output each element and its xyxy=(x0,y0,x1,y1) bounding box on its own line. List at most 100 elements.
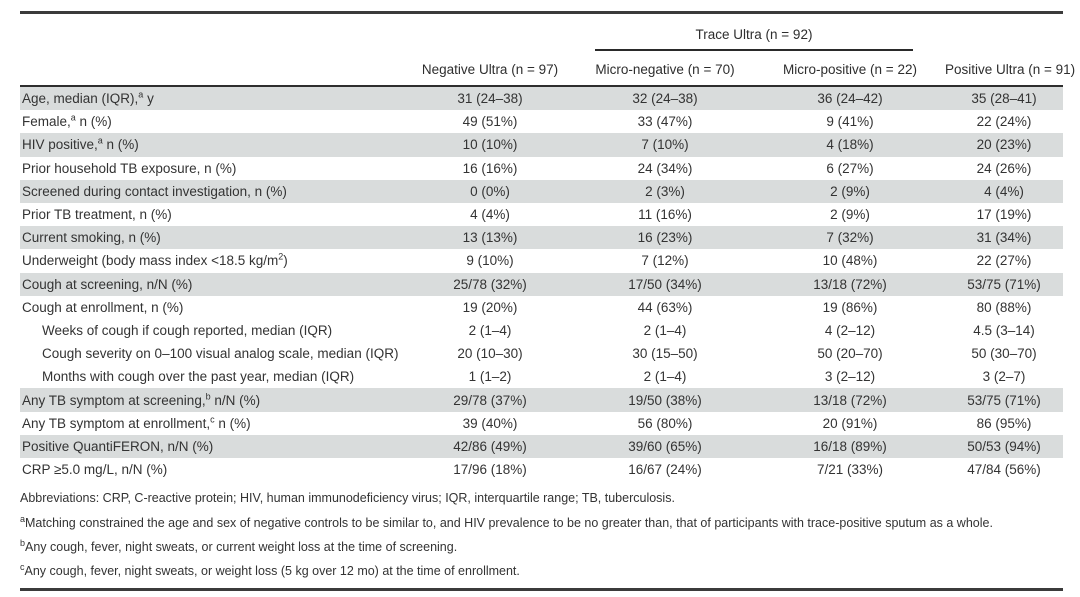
cell-positive-ultra: 35 (28–41) xyxy=(971,91,1037,107)
row-label: CRP ≥5.0 mg/L, n/N (%) xyxy=(22,462,168,478)
table-row: Months with cough over the past year, me… xyxy=(20,365,1063,388)
cell-micro-positive: 6 (27%) xyxy=(826,160,874,176)
cell-micro-negative: 2 (1–4) xyxy=(643,369,687,385)
cell-positive-ultra: 3 (2–7) xyxy=(982,369,1026,385)
study-characteristics-table: Trace Ultra (n = 92) Negative Ultra (n =… xyxy=(20,11,1076,592)
row-label: Weeks of cough if cough reported, median… xyxy=(42,322,333,338)
table-row: Any TB symptom at enrollment,c n (%) 39 … xyxy=(20,412,1063,435)
cell-micro-positive: 36 (24–42) xyxy=(817,91,883,107)
cell-micro-positive: 16/18 (89%) xyxy=(813,438,887,454)
footnotes: Abbreviations: CRP, C-reactive protein; … xyxy=(20,491,1063,578)
group-header-row: Trace Ultra (n = 92) xyxy=(20,14,1063,51)
row-label: Positive QuantiFERON, n/N (%) xyxy=(22,438,214,454)
cell-negative-ultra: 0 (0%) xyxy=(470,183,510,199)
row-label: Any TB symptom at screening,b n/N (%) xyxy=(22,391,261,408)
cell-micro-negative: 16 (23%) xyxy=(637,230,693,246)
cell-negative-ultra: 4 (4%) xyxy=(470,207,510,223)
table-row: Prior TB treatment, n (%) 4 (4%) 11 (16%… xyxy=(20,203,1063,226)
cell-negative-ultra: 2 (1–4) xyxy=(468,322,512,338)
figure-bottom-rule xyxy=(20,588,1063,592)
cell-negative-ultra: 16 (16%) xyxy=(462,160,518,176)
cell-micro-negative: 30 (15–50) xyxy=(632,346,698,362)
cell-positive-ultra: 17 (19%) xyxy=(976,207,1032,223)
row-label: Current smoking, n (%) xyxy=(22,230,161,246)
table-row: Screened during contact investigation, n… xyxy=(20,179,1063,203)
cell-positive-ultra: 86 (95%) xyxy=(976,415,1032,431)
table-row: Cough at screening, n/N (%) 25/78 (32%) … xyxy=(20,272,1063,296)
table-row: Positive QuantiFERON, n/N (%) 42/86 (49%… xyxy=(20,434,1063,458)
cell-micro-positive: 2 (9%) xyxy=(830,183,870,199)
cell-micro-negative: 11 (16%) xyxy=(638,207,692,223)
cell-micro-negative: 32 (24–38) xyxy=(632,91,698,107)
group-header-trace-ultra: Trace Ultra (n = 92) xyxy=(575,27,945,51)
cell-micro-negative: 17/50 (34%) xyxy=(628,276,702,292)
footnote: aMatching constrained the age and sex of… xyxy=(20,514,993,531)
cell-negative-ultra: 19 (20%) xyxy=(462,299,518,315)
row-label: Prior household TB exposure, n (%) xyxy=(22,160,237,176)
cell-micro-positive: 2 (9%) xyxy=(830,207,870,223)
cell-positive-ultra: 22 (27%) xyxy=(976,253,1032,269)
cell-positive-ultra: 22 (24%) xyxy=(976,114,1032,130)
row-label: Cough severity on 0–100 visual analog sc… xyxy=(42,346,399,362)
cell-micro-positive: 20 (91%) xyxy=(822,415,878,431)
row-label: Underweight (body mass index <18.5 kg/m2… xyxy=(22,251,288,269)
cell-positive-ultra: 50/53 (94%) xyxy=(967,438,1041,454)
table-row: Any TB symptom at screening,b n/N (%) 29… xyxy=(20,388,1063,412)
cell-negative-ultra: 42/86 (49%) xyxy=(453,438,527,454)
cell-negative-ultra: 13 (13%) xyxy=(462,230,518,246)
table-row: Weeks of cough if cough reported, median… xyxy=(20,319,1063,342)
table-row: Cough severity on 0–100 visual analog sc… xyxy=(20,342,1063,365)
cell-micro-negative: 33 (47%) xyxy=(637,114,693,130)
row-label: Prior TB treatment, n (%) xyxy=(22,207,172,223)
column-header-micro-negative: Micro-negative (n = 70) xyxy=(595,62,735,77)
table-header: Trace Ultra (n = 92) Negative Ultra (n =… xyxy=(20,14,1076,87)
cell-negative-ultra: 9 (10%) xyxy=(466,253,514,269)
column-header-micro-positive: Micro-positive (n = 22) xyxy=(783,62,917,77)
row-label: Age, median (IQR),a y xyxy=(22,89,154,107)
cell-negative-ultra: 49 (51%) xyxy=(462,114,518,130)
cell-positive-ultra: 50 (30–70) xyxy=(971,346,1037,362)
row-label: Screened during contact investigation, n… xyxy=(22,183,287,199)
cell-micro-negative: 56 (80%) xyxy=(637,415,693,431)
cell-micro-negative: 7 (12%) xyxy=(641,253,689,269)
footnote: bAny cough, fever, night sweats, or curr… xyxy=(20,538,458,555)
cell-micro-negative: 2 (1–4) xyxy=(643,322,687,338)
cell-micro-positive: 7 (32%) xyxy=(826,230,874,246)
cell-positive-ultra: 31 (34%) xyxy=(976,230,1032,246)
row-label: Any TB symptom at enrollment,c n (%) xyxy=(22,414,251,431)
cell-micro-positive: 19 (86%) xyxy=(822,299,878,315)
cell-micro-negative: 2 (3%) xyxy=(645,183,685,199)
table-row: CRP ≥5.0 mg/L, n/N (%) 17/96 (18%) 16/67… xyxy=(20,458,1063,481)
cell-positive-ultra: 24 (26%) xyxy=(976,160,1032,176)
cell-micro-positive: 50 (20–70) xyxy=(817,346,883,362)
table-row: HIV positive,a n (%) 10 (10%) 7 (10%) 4 … xyxy=(20,133,1063,157)
cell-micro-positive: 4 (2–12) xyxy=(824,322,876,338)
row-label: Months with cough over the past year, me… xyxy=(42,369,355,385)
group-header-label: Trace Ultra (n = 92) xyxy=(595,27,913,51)
cell-negative-ultra: 20 (10–30) xyxy=(457,346,523,362)
table-row: Prior household TB exposure, n (%) 16 (1… xyxy=(20,157,1063,180)
cell-positive-ultra: 4.5 (3–14) xyxy=(973,322,1035,338)
cell-positive-ultra: 53/75 (71%) xyxy=(967,392,1041,408)
column-header-row: Negative Ultra (n = 97) Micro-negative (… xyxy=(20,51,1076,85)
cell-micro-positive: 9 (41%) xyxy=(826,114,874,130)
table-row: Female,a n (%) 49 (51%) 33 (47%) 9 (41%)… xyxy=(20,110,1063,133)
cell-micro-negative: 39/60 (65%) xyxy=(628,438,702,454)
cell-positive-ultra: 47/84 (56%) xyxy=(967,462,1041,478)
footnote-list: aMatching constrained the age and sex of… xyxy=(20,514,1063,579)
table-row: Current smoking, n (%) 13 (13%) 16 (23%)… xyxy=(20,226,1063,250)
abbreviations-note: Abbreviations: CRP, C-reactive protein; … xyxy=(20,491,675,506)
cell-negative-ultra: 25/78 (32%) xyxy=(453,276,527,292)
footnote: cAny cough, fever, night sweats, or weig… xyxy=(20,562,520,579)
column-header-negative-ultra: Negative Ultra (n = 97) xyxy=(421,62,559,77)
table-row: Age, median (IQR),a y 31 (24–38) 32 (24–… xyxy=(20,87,1063,111)
table-row: Underweight (body mass index <18.5 kg/m2… xyxy=(20,249,1063,272)
cell-micro-positive: 13/18 (72%) xyxy=(813,276,887,292)
cell-micro-positive: 13/18 (72%) xyxy=(813,392,887,408)
table-top-rule xyxy=(20,11,1063,14)
cell-micro-positive: 10 (48%) xyxy=(822,253,878,269)
column-header-positive-ultra: Positive Ultra (n = 91) xyxy=(945,62,1076,77)
cell-negative-ultra: 39 (40%) xyxy=(462,415,518,431)
cell-micro-positive: 3 (2–12) xyxy=(824,369,876,385)
cell-micro-negative: 19/50 (38%) xyxy=(628,392,702,408)
